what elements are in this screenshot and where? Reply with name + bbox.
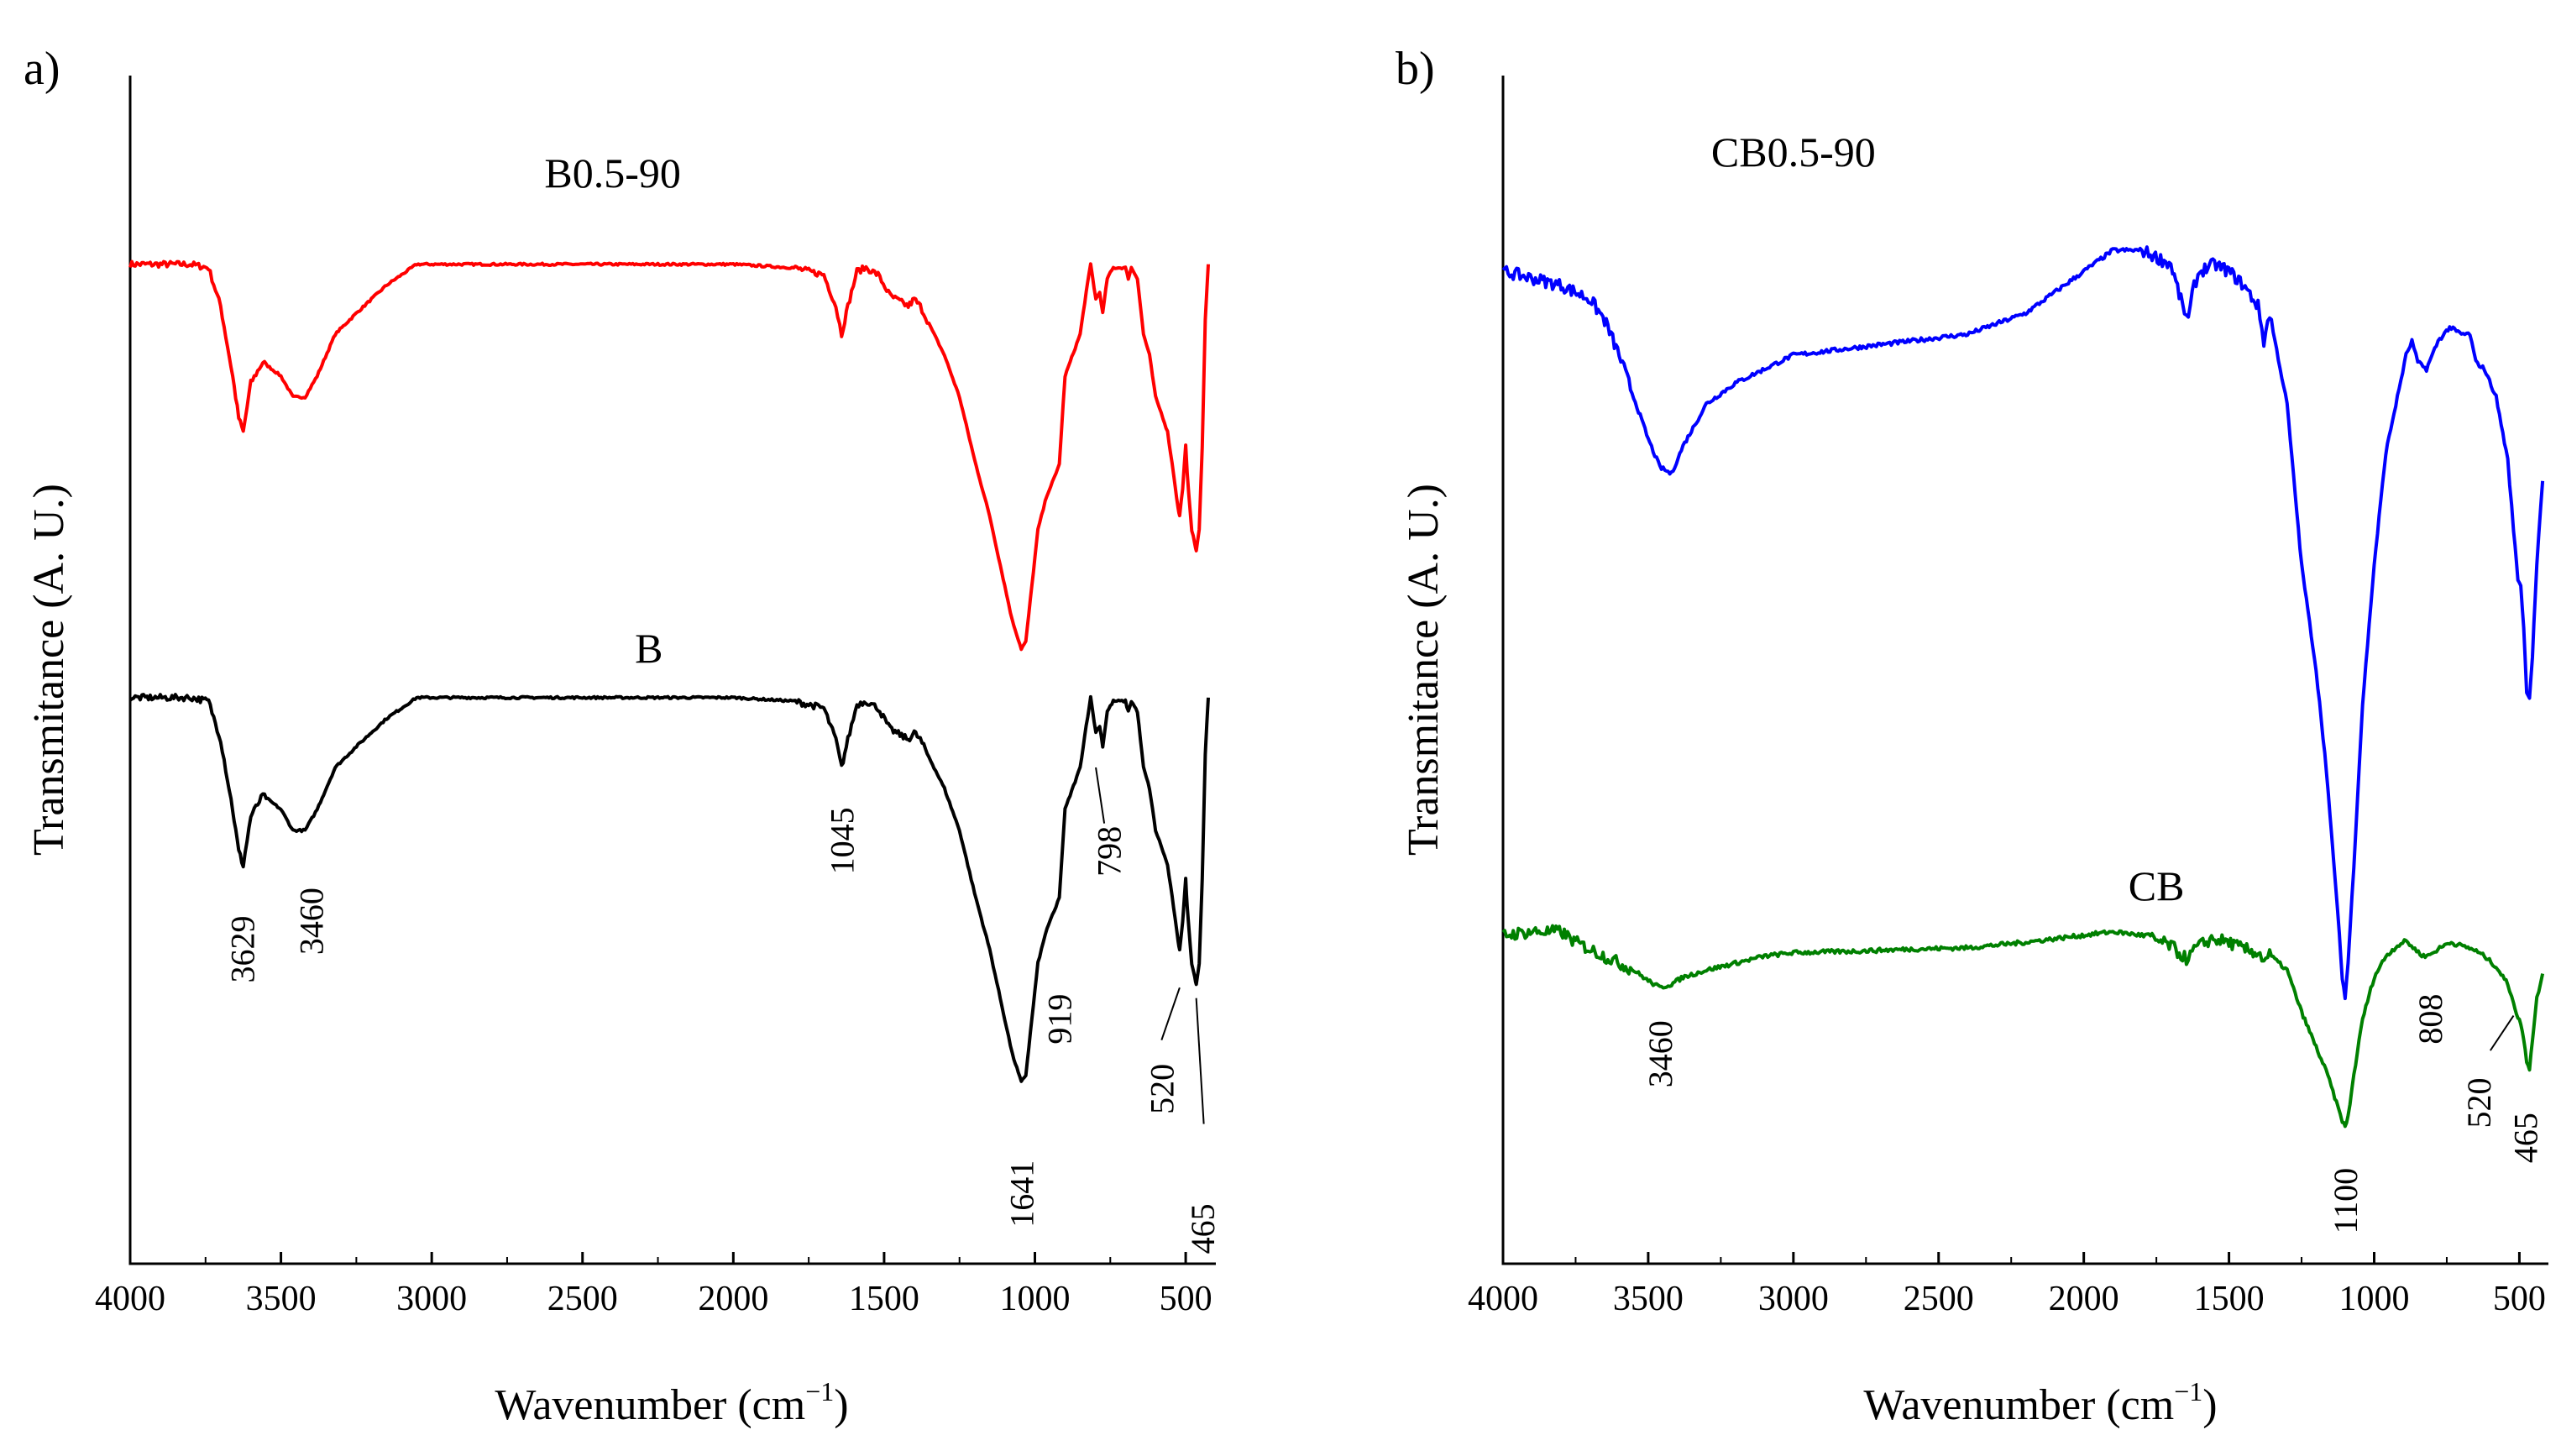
y-axis-title: Transmitance (A. U.) bbox=[1400, 484, 1448, 856]
series-label: CB0.5-90 bbox=[1711, 128, 1876, 175]
y-axis-title: Transmitance (A. U.) bbox=[25, 484, 73, 856]
x-tick-label: 3000 bbox=[1758, 1280, 1829, 1318]
x-axis-title: Wavenumber (cm−1) bbox=[1863, 1376, 2217, 1429]
x-tick-label: 1000 bbox=[1000, 1280, 1071, 1318]
x-tick-label: 3000 bbox=[396, 1280, 467, 1318]
series-label: CB bbox=[2129, 862, 2185, 909]
series-label: B bbox=[635, 625, 663, 672]
peak-label: 1045 bbox=[823, 807, 861, 874]
series-label: B0.5-90 bbox=[544, 149, 681, 196]
x-tick-label: 2500 bbox=[1904, 1280, 1974, 1318]
series-line-b bbox=[128, 693, 1210, 1083]
peak-label: 465 bbox=[1184, 1203, 1222, 1254]
peak-leader-line bbox=[2490, 1014, 2515, 1051]
peak-leader-line bbox=[1095, 767, 1106, 824]
peak-label: 798 bbox=[1090, 826, 1128, 877]
peak-leader-line bbox=[1160, 987, 1181, 1040]
series-line-b0-5-90 bbox=[128, 259, 1210, 652]
peak-label: 1641 bbox=[1003, 1160, 1040, 1228]
x-tick-label: 1500 bbox=[849, 1280, 919, 1318]
peak-label: 919 bbox=[1041, 994, 1079, 1045]
series-line-cb0-5-90 bbox=[1501, 245, 2545, 1001]
x-axis-title: Wavenumber (cm−1) bbox=[495, 1376, 848, 1429]
x-tick-label: 3500 bbox=[1613, 1280, 1684, 1318]
peak-leader-line bbox=[1195, 998, 1205, 1124]
peak-label: 3460 bbox=[1642, 1020, 1679, 1087]
panel-a: 4000 3500 3000 2500 2000 1500 1000 500 Wavenumbe… bbox=[24, 43, 1222, 1429]
x-tick-label: 2000 bbox=[698, 1280, 768, 1318]
series-line-cb bbox=[1501, 924, 2545, 1129]
peak-label: 3460 bbox=[293, 888, 331, 955]
x-tick-label: 4000 bbox=[1468, 1280, 1538, 1318]
axis-lines bbox=[128, 76, 1216, 1265]
x-tick-label: 500 bbox=[2493, 1280, 2546, 1318]
x-tick-label: 2500 bbox=[547, 1280, 618, 1318]
peak-label: 520 bbox=[2460, 1078, 2498, 1129]
panel-label: a) bbox=[24, 43, 60, 95]
x-tick-label: 1000 bbox=[2339, 1280, 2410, 1318]
peak-label: 3629 bbox=[223, 915, 261, 982]
peak-label: 465 bbox=[2506, 1113, 2544, 1163]
panel-b: 4000 3500 3000 2500 2000 1500 1000 500 Wavenumbe… bbox=[1396, 43, 2548, 1429]
panel-label: b) bbox=[1396, 43, 1435, 95]
x-tick-label: 4000 bbox=[95, 1280, 165, 1318]
x-tick-label: 3500 bbox=[246, 1280, 317, 1318]
x-tick-label: 2000 bbox=[2049, 1280, 2119, 1318]
peak-label: 1100 bbox=[2327, 1168, 2365, 1234]
x-tick-label: 1500 bbox=[2194, 1280, 2265, 1318]
peak-label: 808 bbox=[2412, 994, 2449, 1045]
peak-label: 520 bbox=[1143, 1064, 1181, 1114]
x-tick-label: 500 bbox=[1160, 1280, 1212, 1318]
